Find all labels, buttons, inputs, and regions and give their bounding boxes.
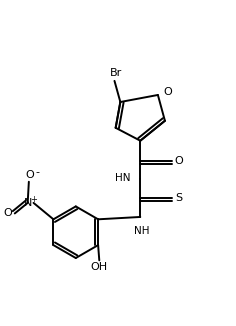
Text: N: N <box>24 198 32 208</box>
Text: O: O <box>26 170 34 180</box>
Text: O: O <box>163 87 172 97</box>
Text: HN: HN <box>115 173 131 183</box>
Text: -: - <box>35 167 39 177</box>
Text: O: O <box>4 208 13 218</box>
Text: NH: NH <box>134 226 149 236</box>
Text: O: O <box>175 156 183 166</box>
Text: Br: Br <box>110 68 122 78</box>
Text: OH: OH <box>91 262 108 272</box>
Text: S: S <box>175 193 183 203</box>
Text: +: + <box>30 195 37 204</box>
